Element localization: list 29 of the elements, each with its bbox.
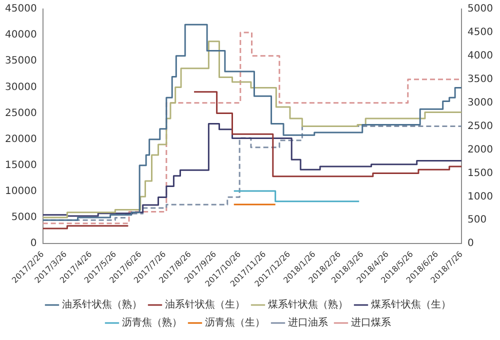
y2-tick-label: 1000 bbox=[468, 191, 494, 202]
legend-label: 进口煤系 bbox=[351, 316, 391, 329]
y-tick-label: 15000 bbox=[5, 160, 37, 171]
y2-tick-label: 0 bbox=[468, 238, 474, 250]
y-tick-label: 5000 bbox=[11, 212, 37, 224]
legend-label: 进口油系 bbox=[288, 316, 328, 329]
y-tick-label: 20000 bbox=[5, 134, 37, 145]
legend-label: 沥青焦（熟） bbox=[122, 316, 182, 329]
y2-tick-label: 4500 bbox=[468, 27, 494, 38]
y-tick-label: 10000 bbox=[5, 186, 37, 198]
y-tick-label: 30000 bbox=[5, 82, 37, 93]
y-tick-label: 40000 bbox=[5, 30, 37, 41]
y2-tick-label: 5000 bbox=[468, 4, 494, 15]
y2-tick-label: 3500 bbox=[468, 74, 494, 85]
y2-tick-label: 2000 bbox=[468, 144, 494, 156]
legend-label: 油系针状焦（生） bbox=[165, 298, 245, 311]
y2-tick-label: 1500 bbox=[468, 168, 494, 179]
y-tick-label: 25000 bbox=[5, 108, 37, 119]
y-tick-label: 45000 bbox=[5, 4, 37, 15]
y-tick-label: 0 bbox=[30, 238, 37, 250]
legend-label: 煤系针状焦（生） bbox=[371, 298, 451, 311]
y2-tick-label: 4000 bbox=[468, 50, 494, 62]
y-tick-label: 35000 bbox=[5, 56, 37, 67]
y2-tick-label: 500 bbox=[468, 214, 487, 226]
legend-label: 沥青焦（生） bbox=[205, 316, 265, 329]
legend-label: 煤系针状焦（熟） bbox=[268, 298, 348, 311]
legend-label: 油系针状焦（熟） bbox=[62, 298, 142, 311]
y2-tick-label: 3000 bbox=[468, 97, 494, 108]
y2-tick-label: 2500 bbox=[468, 120, 494, 132]
